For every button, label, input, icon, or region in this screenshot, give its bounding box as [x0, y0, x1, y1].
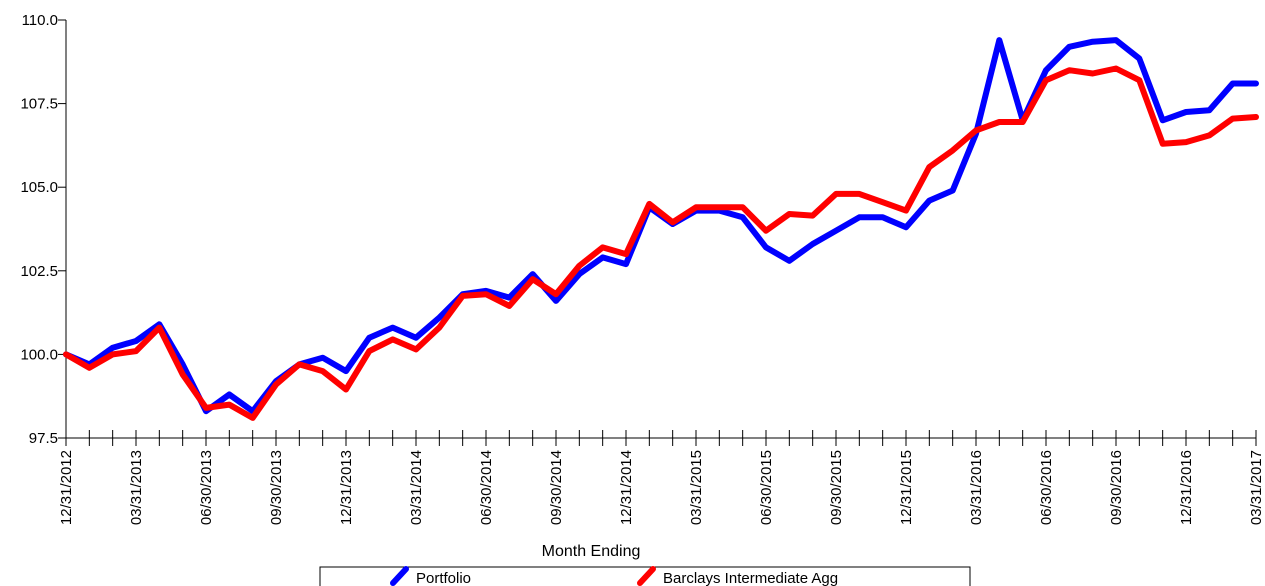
y-tick-label: 110.0	[22, 12, 58, 29]
legend-label-portfolio: Portfolio	[416, 570, 471, 586]
x-tick-label: 09/30/2015	[828, 450, 845, 525]
legend: Portfolio Barclays Intermediate Agg	[319, 566, 971, 586]
x-tick-label: 09/30/2014	[548, 450, 565, 525]
x-tick-label: 12/31/2015	[898, 450, 915, 525]
legend-swatch-barclays	[637, 566, 656, 586]
series-line-portfolio	[63, 37, 1259, 415]
x-tick-label: 09/30/2016	[1108, 450, 1125, 525]
x-tick-label: 06/30/2016	[1038, 450, 1055, 525]
x-tick-label: 03/31/2017	[1248, 450, 1265, 525]
x-axis: 12/31/2012 03/31/2013 06/30/2013 09/30/2013…	[58, 430, 1265, 525]
x-tick-label: 12/31/2013	[338, 450, 355, 525]
x-tick-label: 12/31/2014	[618, 450, 635, 525]
x-tick-label: 12/31/2012	[58, 450, 75, 525]
x-tick-label: 09/30/2013	[268, 450, 285, 525]
legend-label-barclays: Barclays Intermediate Agg	[663, 570, 838, 586]
legend-swatch-portfolio	[390, 566, 409, 586]
y-axis: 97.5 100.0 102.5 105.0 107.5 110.0	[20, 12, 67, 447]
x-tick-label: 06/30/2013	[198, 450, 215, 525]
x-tick-label: 06/30/2014	[478, 450, 495, 525]
y-tick-label: 105.0	[20, 179, 58, 196]
x-tick-label: 12/31/2016	[1178, 450, 1195, 525]
series-layer	[63, 37, 1259, 421]
x-tick-label: 03/31/2016	[968, 450, 985, 525]
y-tick-label: 102.5	[20, 263, 58, 280]
x-tick-label: 03/31/2013	[128, 450, 145, 525]
series-line-barclays	[63, 65, 1259, 421]
y-tick-label: 97.5	[29, 430, 58, 447]
x-tick-label: 06/30/2015	[758, 450, 775, 525]
y-tick-label: 100.0	[20, 346, 58, 363]
x-tick-label: 03/31/2014	[408, 450, 425, 525]
x-tick-label: 03/31/2015	[688, 450, 705, 525]
y-tick-label: 107.5	[20, 96, 58, 113]
x-axis-title: Month Ending	[542, 543, 641, 560]
